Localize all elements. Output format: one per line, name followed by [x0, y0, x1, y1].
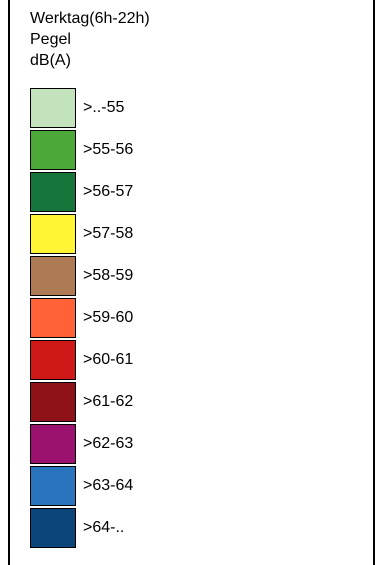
legend-swatch-59-60 — [30, 298, 76, 338]
legend-item-62-63: >62-63 — [30, 424, 210, 466]
legend-label-62-63: >62-63 — [83, 435, 134, 452]
legend-swatch-58-59 — [30, 256, 76, 296]
legend-label-57-58: >57-58 — [83, 225, 134, 242]
legend-label-58-59: >58-59 — [83, 267, 134, 284]
legend-label-63-64: >63-64 — [83, 477, 134, 494]
legend-item-60-61: >60-61 — [30, 340, 210, 382]
legend-item-59-60: >59-60 — [30, 298, 210, 340]
legend-swatch-56-57 — [30, 172, 76, 212]
legend-item-61-62: >61-62 — [30, 382, 210, 424]
legend-title: Werktag(6h-22h) — [30, 10, 150, 27]
legend-swatch-63-64 — [30, 466, 76, 506]
legend-label-59-60: >59-60 — [83, 309, 134, 326]
legend-measure-label: Pegel — [30, 31, 71, 48]
legend-label-56-57: >56-57 — [83, 183, 134, 200]
legend-header: Werktag(6h-22h) Pegel dB(A) — [30, 8, 150, 71]
legend-label-60-61: >60-61 — [83, 351, 134, 368]
legend-swatch-le55 — [30, 88, 76, 128]
legend-swatch-61-62 — [30, 382, 76, 422]
legend-item-57-58: >57-58 — [30, 214, 210, 256]
legend-item-le55: >..-55 — [30, 88, 210, 130]
legend-swatch-57-58 — [30, 214, 76, 254]
legend-label-61-62: >61-62 — [83, 393, 134, 410]
legend-item-63-64: >63-64 — [30, 466, 210, 508]
legend-item-gt64: >64-.. — [30, 508, 210, 550]
legend-label-55-56: >55-56 — [83, 141, 134, 158]
legend-item-58-59: >58-59 — [30, 256, 210, 298]
legend-swatch-60-61 — [30, 340, 76, 380]
legend-list: >..-55 >55-56 >56-57 >57-58 >58-59 >59-6… — [30, 88, 210, 550]
legend-label-gt64: >64-.. — [83, 519, 125, 536]
noise-legend-panel: Werktag(6h-22h) Pegel dB(A) >..-55 >55-5… — [8, 0, 375, 565]
legend-label-le55: >..-55 — [83, 99, 125, 116]
legend-swatch-62-63 — [30, 424, 76, 464]
legend-swatch-gt64 — [30, 508, 76, 548]
legend-item-56-57: >56-57 — [30, 172, 210, 214]
legend-unit-label: dB(A) — [30, 52, 71, 69]
legend-item-55-56: >55-56 — [30, 130, 210, 172]
legend-swatch-55-56 — [30, 130, 76, 170]
